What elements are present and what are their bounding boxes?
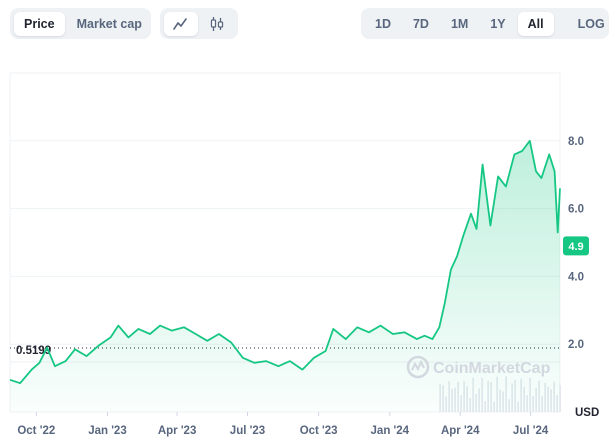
volume-bar [559, 385, 561, 412]
x-tick-label: Apr '23 [158, 425, 197, 437]
x-tick-label: Apr '24 [441, 425, 480, 437]
x-tick-label: Jul '23 [230, 425, 265, 437]
range-1m[interactable]: 1M [450, 16, 469, 31]
coinmarketcap-logo-icon [406, 355, 430, 379]
candlestick-icon[interactable] [200, 12, 234, 36]
chart-type-tabs: Price Market cap [10, 8, 151, 39]
time-range-tabs: 1D 7D 1M 1Y All LOG ··· [361, 8, 609, 39]
y-axis: 8.0 6.0 4.0 2.0 [568, 136, 584, 351]
line-chart-icon[interactable] [164, 11, 198, 36]
range-all[interactable]: All [517, 11, 554, 36]
log-scale-toggle[interactable]: LOG [577, 16, 605, 31]
y-tick-label: 6.0 [568, 204, 584, 216]
watermark-text: CoinMarketCap [433, 360, 551, 377]
x-axis: Oct '22 Jan '23 Apr '23 Jul '23 Oct '23 Jan '… [17, 412, 549, 437]
chart-view-tabs [160, 8, 238, 39]
x-tick-label: Jul '24 [513, 425, 549, 437]
all-time-low-label: 0.5199 [16, 345, 51, 357]
x-tick-label: Jan '23 [88, 425, 127, 437]
currency-label: USD [575, 407, 599, 419]
tab-market-cap[interactable]: Market cap [76, 16, 142, 31]
x-tick-label: Jan '24 [371, 425, 410, 437]
price-line [9, 139, 561, 385]
line-chart-icon-glyph [173, 17, 187, 30]
x-tick-label: Oct '23 [300, 425, 338, 437]
range-7d[interactable]: 7D [412, 16, 429, 31]
y-tick-label: 4.0 [568, 271, 584, 283]
tab-price[interactable]: Price [14, 11, 65, 36]
x-tick-label: Oct '22 [17, 425, 55, 437]
price-area [10, 140, 560, 413]
watermark: CoinMarketCap [406, 355, 551, 379]
range-1d[interactable]: 1D [375, 16, 391, 31]
range-1y[interactable]: 1Y [490, 16, 506, 31]
current-price-badge: 4.9 [563, 236, 589, 256]
current-price-value: 4.9 [568, 241, 583, 253]
candlestick-icon-glyph [210, 16, 224, 31]
y-tick-label: 8.0 [568, 136, 584, 148]
y-tick-label: 2.0 [568, 339, 584, 351]
